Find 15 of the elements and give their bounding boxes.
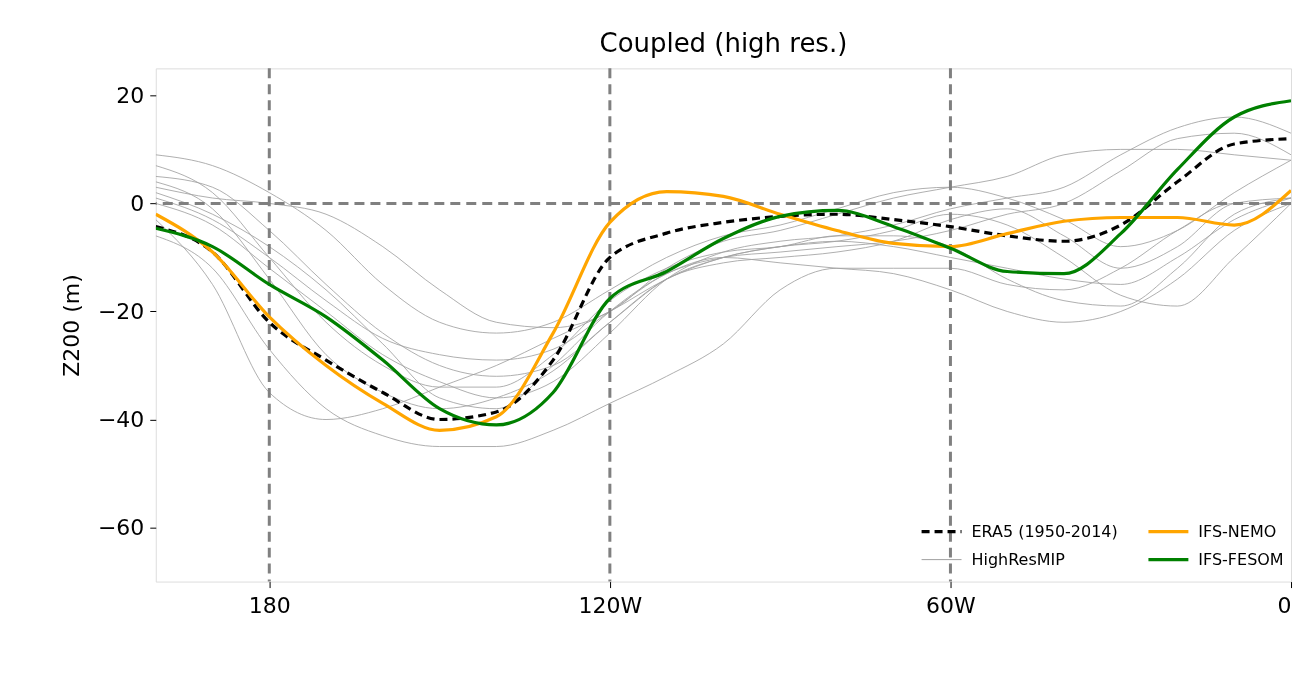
y-tick-label: −40 <box>97 407 145 433</box>
legend-label: IFS-NEMO <box>1198 521 1277 541</box>
x-tick-label: 0 <box>1277 593 1292 619</box>
x-tick-label: 60W <box>926 593 976 619</box>
legend-label: ERA5 (1950-2014) <box>971 521 1118 541</box>
y-axis-title: Z200 (m) <box>58 274 84 377</box>
legend-label: IFS-FESOM <box>1198 549 1284 569</box>
x-tick-label: 120W <box>578 593 643 619</box>
y-tick-label: 0 <box>130 190 145 216</box>
chart-title: Coupled (high res.) <box>599 27 848 58</box>
legend-label: HighResMIP <box>971 549 1066 569</box>
y-tick-label: 20 <box>116 82 145 108</box>
x-tick-label: 180 <box>248 593 291 619</box>
y-tick-label: −20 <box>97 298 145 324</box>
y-tick-label: −60 <box>97 515 145 541</box>
